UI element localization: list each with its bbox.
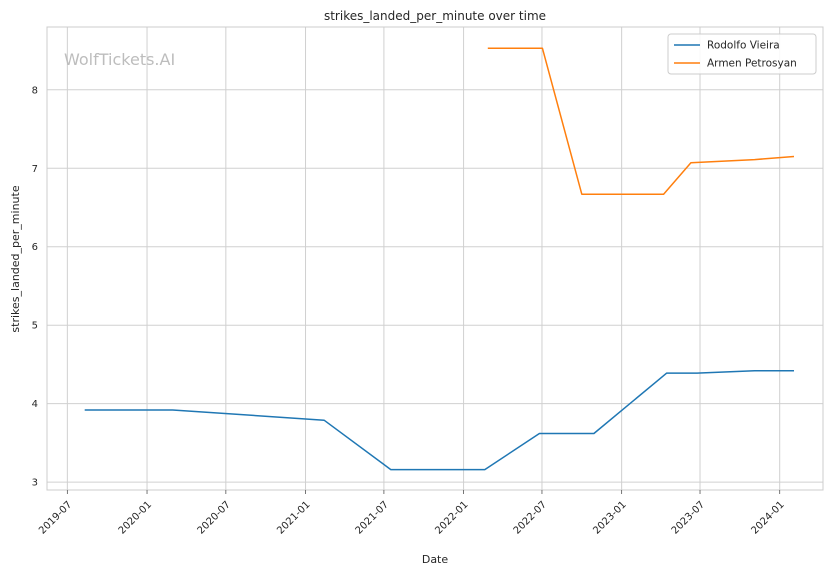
legend-label-rodolfo: Rodolfo Vieira: [707, 40, 780, 52]
x-tick-label: 2021-07: [354, 499, 391, 536]
series-lines: [84, 47, 795, 471]
x-tick-label: 2023-01: [591, 499, 628, 536]
series-line-armen-petrosyan: [487, 47, 795, 195]
x-tick-label: 2022-07: [512, 499, 549, 536]
x-tick-label: 2020-07: [196, 499, 233, 536]
legend-box: [667, 33, 817, 75]
y-tick-label: 3: [32, 478, 38, 489]
watermark: WolfTickets.AI: [64, 50, 175, 69]
series-line-rodolfo-vieira: [84, 369, 794, 471]
x-axis-label: Date: [422, 553, 449, 566]
chart-title: strikes_landed_per_minute over time: [324, 9, 546, 23]
legend-label-armen: Armen Petrosyan: [707, 58, 797, 70]
legend: Rodolfo Vieira Armen Petrosyan: [667, 33, 817, 75]
y-tick-label: 8: [32, 85, 38, 96]
x-tick-label: 2024-01: [749, 499, 786, 536]
x-tick-label: 2023-07: [670, 499, 707, 536]
x-tick-label: 2020-01: [117, 499, 154, 536]
grid-lines: [47, 27, 823, 490]
plot-frame: [46, 26, 824, 491]
y-tick-label: 5: [32, 321, 38, 332]
y-tick-label: 4: [32, 399, 38, 410]
y-axis-label: strikes_landed_per_minute: [9, 185, 22, 332]
x-tick-label: 2019-07: [37, 499, 74, 536]
y-tick-label: 6: [32, 242, 38, 253]
y-tick-label: 7: [32, 164, 38, 175]
x-tick-label: 2021-01: [275, 499, 312, 536]
x-tick-label: 2022-01: [433, 499, 470, 536]
